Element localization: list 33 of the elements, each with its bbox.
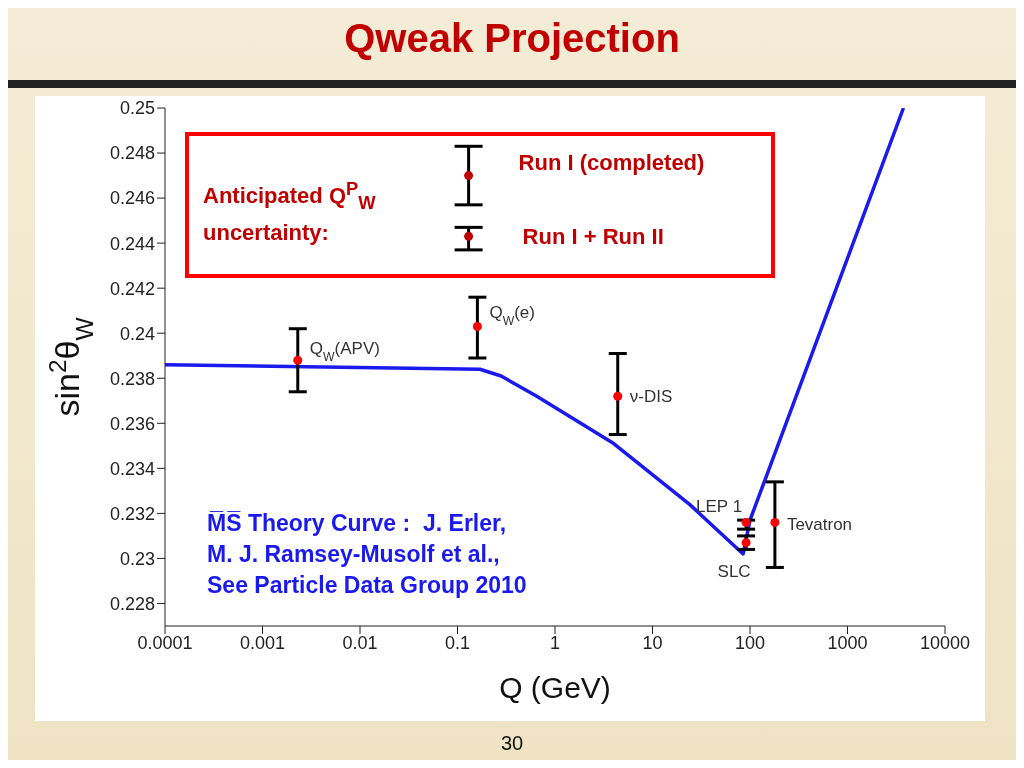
x-tick-label: 0.0001 [137, 632, 193, 653]
y-tick-label: 0.248 [109, 143, 155, 164]
y-tick-label: 0.228 [109, 593, 155, 614]
y-tick-label: 0.25 [119, 98, 155, 119]
x-axis-title: Q (GeV) [499, 671, 611, 704]
series-label: ν-DIS [629, 387, 673, 407]
x-tick-label: 0.001 [239, 632, 286, 653]
x-tick-label: 0.1 [444, 632, 471, 653]
text: M̅S̅ Theory Curve : J. Erler, M. J. Ramsey-Musolf et al., See Particle Data Group 2010 [207, 509, 527, 600]
y-tick-label: 0.244 [109, 233, 155, 254]
x-tick-label: 1 [549, 632, 561, 653]
series-label: SLC [717, 561, 751, 581]
x-tick-label: 0.01 [342, 632, 378, 653]
text: Run I (completed) [518, 149, 705, 175]
chart-title: Qweak Projection [343, 16, 681, 61]
y-tick-label: 0.24 [119, 323, 155, 344]
y-tick-label: 0.242 [109, 278, 155, 299]
series-label: Tevatron [786, 515, 853, 535]
series-label: Q$_{W}$(e) [489, 303, 535, 329]
x-tick-label: 100 [734, 632, 766, 653]
x-tick-label: 10000 [919, 632, 971, 653]
series-label: Q$_{W}$(APV) [309, 339, 380, 365]
y-tick-label: 0.236 [109, 413, 155, 434]
text: 30 [499, 732, 525, 755]
text: Run I + Run II [522, 224, 664, 250]
y-tick-label: 0.23 [119, 548, 155, 569]
x-tick-label: 1000 [827, 632, 868, 653]
series-label: LEP 1 [696, 497, 743, 517]
y-tick-label: 0.232 [109, 503, 155, 524]
y-tick-label: 0.238 [109, 368, 155, 389]
x-tick-label: 10 [642, 632, 663, 653]
y-tick-label: 0.246 [109, 188, 155, 209]
y-tick-label: 0.234 [109, 458, 155, 479]
